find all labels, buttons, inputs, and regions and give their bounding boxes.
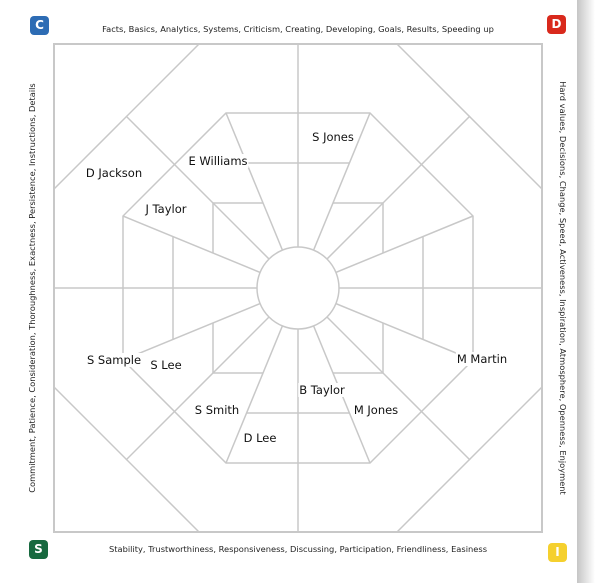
wheel-corner-diagonals xyxy=(53,43,543,533)
wheel-middle-octagon xyxy=(122,112,474,464)
edge-text-bottom: Stability, Trustworthiness, Responsivene… xyxy=(108,544,488,554)
edge-text-left: Commitment, Patience, Consideration, Tho… xyxy=(27,83,37,493)
person-label: D Jackson xyxy=(84,166,144,180)
corner-badge-S: S xyxy=(29,540,48,559)
wheel-hub-circle xyxy=(256,246,340,330)
edge-text-right: Hard values, Decisions, Change, Speed, A… xyxy=(558,81,568,495)
person-label: S Jones xyxy=(311,130,355,144)
corner-badge-I: I xyxy=(548,543,567,562)
person-label: M Martin xyxy=(455,352,509,366)
person-label: S Sample xyxy=(85,353,143,367)
person-label: J Taylor xyxy=(144,202,188,216)
edge-text-top: Facts, Basics, Analytics, Systems, Criti… xyxy=(102,24,494,34)
corner-badge-C: C xyxy=(30,16,49,35)
page-edge-shadow xyxy=(577,0,595,583)
person-label: M Jones xyxy=(352,403,400,417)
wheel-ring-dividers xyxy=(172,162,424,414)
person-label: B Taylor xyxy=(298,383,346,397)
person-label: S Smith xyxy=(193,403,241,417)
person-label: D Lee xyxy=(242,431,278,445)
corner-badge-D: D xyxy=(547,15,566,34)
person-label: S Lee xyxy=(149,358,183,372)
person-label: E Williams xyxy=(187,154,249,168)
wheel-outer-frame xyxy=(53,43,543,533)
